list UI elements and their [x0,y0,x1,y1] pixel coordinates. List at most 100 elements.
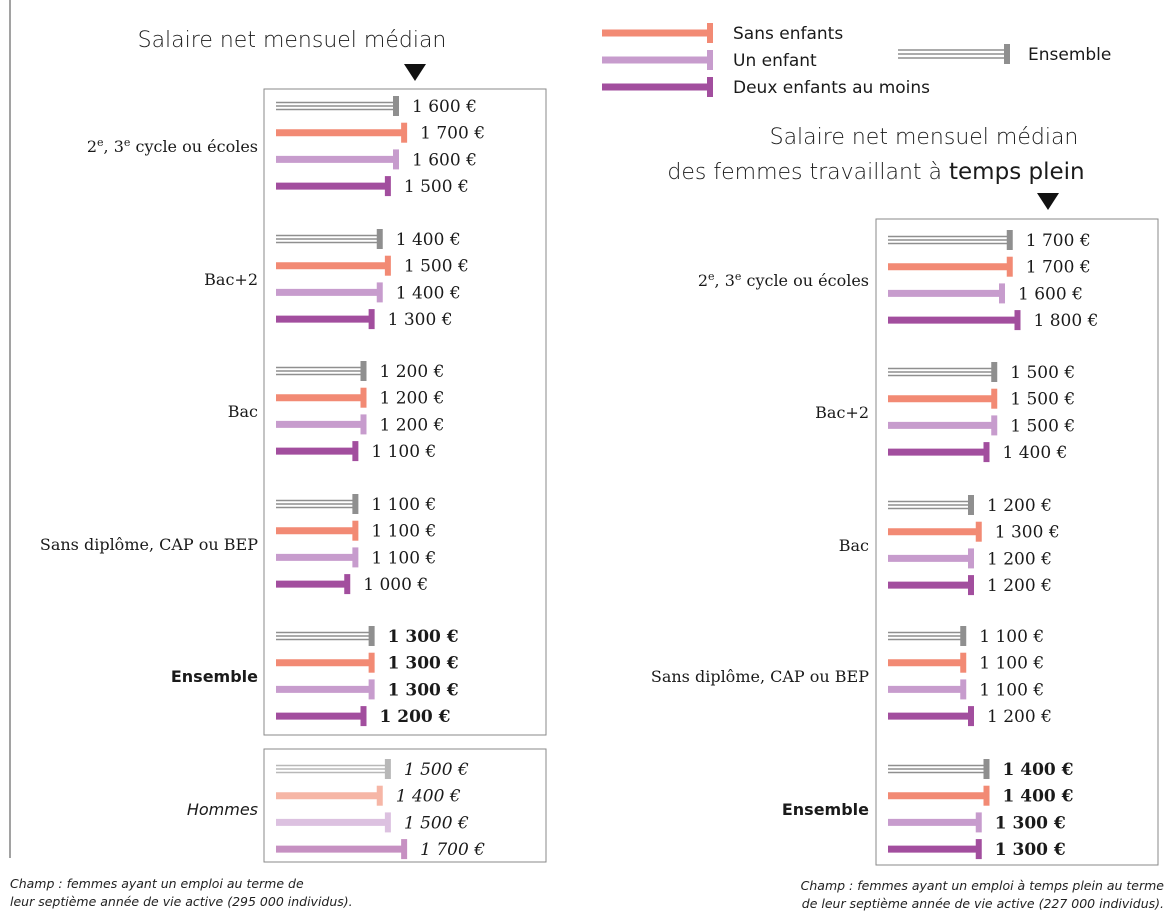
chart1-group-bac-value-deux-enfants: 1 100 € [371,442,436,462]
chart2-group-bac-cap-sans-enfants [975,521,982,542]
chart2-group-ensemble-value-un-enfant: 1 300 € [995,813,1066,833]
chart2-group-bac-2-cap-deux-enfants [983,442,990,463]
chart2-group-bac-value-un-enfant: 1 200 € [987,549,1052,569]
chart1-group-sans-diplome-cap-ou-bep-label: Sans diplôme, CAP ou BEP [40,535,258,554]
chart1-group-sans-diplome-cap-ou-bep-cap-deux-enfants [344,574,351,595]
chart1-group-bac-2-cap-un-enfant [376,282,383,303]
legend-label-sans-enfants: Sans enfants [733,24,843,44]
chart1-group-2e-3e-cycle-ou-ecoles-label: 2e, 3e cycle ou écoles [87,136,258,157]
chart2-group-2e-3e-cycle-ou-ecoles-value-ensemble: 1 700 € [1026,231,1091,251]
chart1-group-bac: 1 200 € 1 200 € 1 200 € 1 100 € Bac [228,361,445,462]
chart2-group-bac-label: Bac [839,536,869,555]
chart2-title-line2: des femmes travaillant à temps plein [667,159,1084,185]
chart2-pointer-icon [1037,193,1059,210]
chart2-title-emphasis: temps plein [949,159,1085,185]
chart1-group-2e-3e-cycle-ou-ecoles-value-sans-enfants: 1 700 € [420,124,485,144]
chart2-group-bac-value-ensemble: 1 200 € [987,496,1052,516]
chart1-group-bac-cap-ensemble [360,361,367,381]
chart2-group-sans-diplome-cap-ou-bep-label: Sans diplôme, CAP ou BEP [651,667,869,686]
chart1-group-hommes-label: Hommes [187,800,258,819]
chart1-group-hommes-cap-un-enfant [384,812,391,833]
chart1-group-2e-3e-cycle-ou-ecoles-label-part-3: , 3 [104,137,124,156]
legend-cap-deux-enfants [707,77,713,97]
chart1-group-bac-cap-un-enfant [360,414,367,435]
chart1-group-ensemble-value-ensemble: 1 300 € [388,627,459,647]
chart1-group-bac-2-cap-ensemble [376,229,383,249]
chart1-group-bac-cap-deux-enfants [352,441,359,462]
chart2-group-2e-3e-cycle-ou-ecoles-cap-ensemble [1006,230,1013,250]
chart2-group-bac-2-label: Bac+2 [815,403,869,422]
chart1-group-2e-3e-cycle-ou-ecoles-cap-sans-enfants [401,122,408,143]
chart1-group-ensemble: 1 300 € 1 300 € 1 300 € 1 200 € Ensemble [171,626,459,727]
chart1-group-hommes-value-deux-enfants: 1 700 € [420,840,485,860]
chart1-group-hommes: 1 500 € 1 400 € 1 500 € 1 700 € Hommes [187,759,485,860]
chart1-group-ensemble-cap-ensemble [368,626,375,646]
chart2-group-sans-diplome-cap-ou-bep: 1 100 € 1 100 € 1 100 € 1 200 € Sans diplôme… [651,626,1052,727]
chart1-group-2e-3e-cycle-ou-ecoles-label-part-2: e [97,136,104,149]
chart1-group-bac-value-un-enfant: 1 200 € [380,415,445,435]
chart2-group-bac-2-value-deux-enfants: 1 400 € [1003,443,1068,463]
chart1-title: Salaire net mensuel médian [138,28,447,53]
chart2-group-bac-cap-ensemble [968,495,974,515]
chart2-group-bac-2-cap-ensemble [991,362,998,382]
chart1-group-2e-3e-cycle-ou-ecoles: 1 600 €1 700 €1 600 €1 500 €2e, 3e cycle… [87,96,485,197]
chart1-marks: 1 600 €1 700 €1 600 €1 500 €2e, 3e cycle… [40,96,485,860]
chart1-group-bac-2-cap-deux-enfants [368,309,375,330]
chart1-group-2e-3e-cycle-ou-ecoles-cap-deux-enfants [384,176,391,197]
chart1-hommes-panel [263,748,547,863]
chart1-group-hommes-value-ensemble: 1 500 € [404,760,469,780]
chart1-note-line2: leur septième année de vie active (295 0… [10,894,353,909]
chart1-group-bac-2-value-ensemble: 1 400 € [396,230,461,250]
chart1-group-bac-2-value-deux-enfants: 1 300 € [388,310,453,330]
chart2-group-bac-2-value-ensemble: 1 500 € [1010,363,1075,383]
chart2-note-line1: Champ : femmes ayant un emploi à temps p… [801,878,1165,893]
chart2-group-ensemble-cap-un-enfant [975,812,982,833]
chart1-group-sans-diplome-cap-ou-bep-cap-sans-enfants [352,520,359,541]
chart2-group-bac-2: 1 500 € 1 500 € 1 500 € 1 400 € Bac+2 [815,362,1075,463]
chart1-group-sans-diplome-cap-ou-bep-value-deux-enfants: 1 000 € [363,575,428,595]
chart2-group-ensemble-value-ensemble: 1 400 € [1003,760,1074,780]
chart2-group-2e-3e-cycle-ou-ecoles-label-part-3: , 3 [715,271,735,290]
chart2-group-bac-2-value-un-enfant: 1 500 € [1010,416,1075,436]
chart2-group-ensemble-label: Ensemble [782,800,869,819]
chart2-group-sans-diplome-cap-ou-bep-cap-deux-enfants [968,706,974,727]
legend-cap-ensemble [1004,44,1010,64]
chart2-group-sans-diplome-cap-ou-bep-value-un-enfant: 1 100 € [979,680,1044,700]
chart2-group-2e-3e-cycle-ou-ecoles-cap-sans-enfants [1006,256,1013,277]
chart1-group-ensemble-value-un-enfant: 1 300 € [388,680,459,700]
chart1-group-hommes-cap-deux-enfants [401,839,408,860]
chart1-group-hommes-cap-ensemble [384,759,391,779]
chart1-group-bac-2-value-sans-enfants: 1 500 € [404,257,469,277]
chart2-group-ensemble-value-deux-enfants: 1 300 € [995,840,1066,860]
chart1-group-bac-2-label: Bac+2 [204,270,258,289]
chart2-group-sans-diplome-cap-ou-bep-value-ensemble: 1 100 € [979,627,1044,647]
chart1-pointer-icon [404,64,426,81]
legend-cap-un-enfant [707,50,713,70]
chart2-group-ensemble: 1 400 € 1 400 € 1 300 € 1 300 € Ensemble [782,759,1074,860]
chart1-group-bac-cap-sans-enfants [360,387,367,408]
chart2-group-2e-3e-cycle-ou-ecoles-label-part-1: 2 [698,271,708,290]
chart1-group-ensemble-cap-un-enfant [368,679,375,700]
chart1-group-sans-diplome-cap-ou-bep-cap-un-enfant [352,547,359,568]
chart2-panel [875,218,1159,866]
chart2-group-sans-diplome-cap-ou-bep-cap-sans-enfants [960,652,967,673]
chart2-group-bac-2-cap-un-enfant [991,415,998,436]
chart2-group-bac-value-sans-enfants: 1 300 € [995,523,1060,543]
legend-item-sans-enfants: Sans enfants [602,23,843,44]
chart2-group-bac: 1 200 € 1 300 € 1 200 € 1 200 € Bac [839,495,1060,596]
chart2-group-2e-3e-cycle-ou-ecoles-label-part-4: e [735,270,742,283]
chart2-group-2e-3e-cycle-ou-ecoles-label: 2e, 3e cycle ou écoles [698,270,869,291]
chart1-group-2e-3e-cycle-ou-ecoles-label-part-1: 2 [87,137,97,156]
chart1-group-2e-3e-cycle-ou-ecoles-label-part-5: cycle ou écoles [130,137,258,156]
chart1-group-bac-2-cap-sans-enfants [384,255,391,276]
chart1-group-2e-3e-cycle-ou-ecoles-value-un-enfant: 1 600 € [412,150,477,170]
chart1-group-sans-diplome-cap-ou-bep-cap-ensemble [352,494,359,514]
chart1-group-ensemble-label: Ensemble [171,667,258,686]
legend-item-un-enfant: Un enfant [602,50,817,71]
chart2-group-ensemble-value-sans-enfants: 1 400 € [1003,787,1074,807]
chart1-group-ensemble-value-deux-enfants: 1 200 € [380,707,451,727]
legend-item-ensemble: Ensemble [898,44,1111,65]
legend-item-deux-enfants: Deux enfants au moins [602,77,930,98]
chart2-group-bac-cap-un-enfant [968,548,974,569]
